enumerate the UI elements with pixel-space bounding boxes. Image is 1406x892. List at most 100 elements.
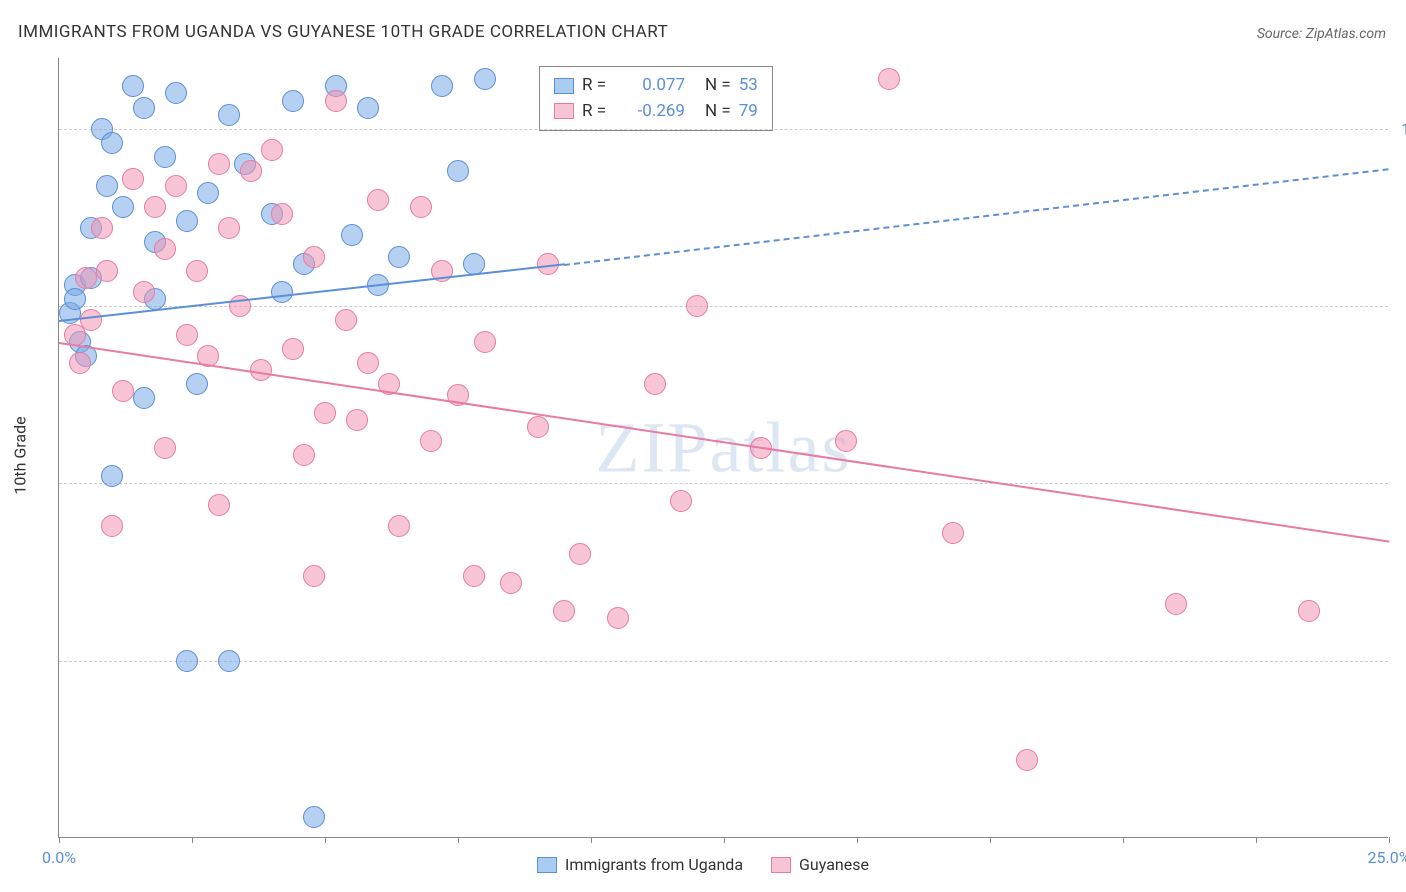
- trend-line: [59, 342, 1389, 543]
- data-point: [1016, 749, 1038, 771]
- x-tick: [458, 837, 459, 843]
- data-point: [410, 196, 432, 218]
- x-tick: [1256, 837, 1257, 843]
- data-point: [1298, 600, 1320, 622]
- data-point: [282, 90, 304, 112]
- data-point: [133, 281, 155, 303]
- grid-line: [59, 306, 1388, 307]
- data-point: [261, 139, 283, 161]
- data-point: [1165, 593, 1187, 615]
- data-point: [447, 160, 469, 182]
- data-point: [186, 260, 208, 282]
- data-point: [500, 572, 522, 594]
- data-point: [101, 515, 123, 537]
- source-label: Source: ZipAtlas.com: [1257, 26, 1386, 42]
- data-point: [431, 75, 453, 97]
- grid-line: [59, 661, 1388, 662]
- data-point: [112, 380, 134, 402]
- n-label: N =: [705, 99, 731, 125]
- data-point: [218, 104, 240, 126]
- stats-row-uganda: R = 0.077 N = 53: [554, 73, 758, 99]
- r-value-uganda: 0.077: [620, 73, 685, 99]
- x-tick: [990, 837, 991, 843]
- x-tick: [857, 837, 858, 843]
- data-point: [341, 224, 363, 246]
- data-point: [357, 352, 379, 374]
- x-tick: [59, 837, 60, 843]
- legend-item-uganda: Immigrants from Uganda: [537, 855, 743, 874]
- data-point: [154, 437, 176, 459]
- legend-item-guyanese: Guyanese: [771, 855, 869, 874]
- data-point: [64, 288, 86, 310]
- data-point: [527, 416, 549, 438]
- data-point: [69, 352, 91, 374]
- data-point: [293, 444, 315, 466]
- plot-area: ZIPatlas R = 0.077 N = 53 R = -0.269 N =…: [58, 58, 1388, 838]
- data-point: [325, 90, 347, 112]
- data-point: [271, 203, 293, 225]
- data-point: [101, 132, 123, 154]
- stats-legend: R = 0.077 N = 53 R = -0.269 N = 79: [539, 66, 773, 131]
- data-point: [388, 246, 410, 268]
- data-point: [197, 182, 219, 204]
- data-point: [420, 430, 442, 452]
- legend-label-uganda: Immigrants from Uganda: [565, 855, 743, 874]
- data-point: [91, 217, 113, 239]
- data-point: [144, 196, 166, 218]
- series-legend: Immigrants from Uganda Guyanese: [537, 855, 869, 874]
- data-point: [176, 210, 198, 232]
- data-point: [942, 522, 964, 544]
- data-point: [388, 515, 410, 537]
- swatch-uganda: [537, 857, 557, 873]
- data-point: [474, 68, 496, 90]
- data-point: [463, 565, 485, 587]
- data-point: [165, 82, 187, 104]
- swatch-uganda: [554, 78, 574, 94]
- data-point: [133, 387, 155, 409]
- n-value-uganda: 53: [739, 73, 758, 99]
- data-point: [250, 359, 272, 381]
- data-point: [122, 75, 144, 97]
- data-point: [303, 806, 325, 828]
- data-point: [154, 238, 176, 260]
- r-value-guyanese: -0.269: [620, 99, 685, 125]
- data-point: [878, 68, 900, 90]
- data-point: [835, 430, 857, 452]
- x-tick: [1123, 837, 1124, 843]
- correlation-chart: IMMIGRANTS FROM UGANDA VS GUYANESE 10TH …: [0, 0, 1406, 892]
- data-point: [96, 260, 118, 282]
- x-tick: [1389, 837, 1390, 843]
- data-point: [303, 565, 325, 587]
- data-point: [80, 309, 102, 331]
- n-value-guyanese: 79: [739, 99, 758, 125]
- r-label: R =: [582, 99, 612, 125]
- data-point: [208, 153, 230, 175]
- data-point: [75, 267, 97, 289]
- data-point: [101, 465, 123, 487]
- data-point: [176, 650, 198, 672]
- y-axis-title: 10th Grade: [11, 416, 30, 494]
- data-point: [607, 607, 629, 629]
- data-point: [644, 373, 666, 395]
- stats-row-guyanese: R = -0.269 N = 79: [554, 99, 758, 125]
- trend-line: [564, 168, 1389, 266]
- data-point: [463, 253, 485, 275]
- data-point: [218, 217, 240, 239]
- data-point: [346, 409, 368, 431]
- data-point: [367, 189, 389, 211]
- data-point: [112, 196, 134, 218]
- x-tick: [192, 837, 193, 843]
- x-tick-label: 25.0%: [1368, 848, 1406, 867]
- data-point: [357, 97, 379, 119]
- data-point: [686, 295, 708, 317]
- x-tick: [325, 837, 326, 843]
- data-point: [282, 338, 304, 360]
- legend-label-guyanese: Guyanese: [799, 855, 869, 874]
- data-point: [96, 175, 118, 197]
- data-point: [335, 309, 357, 331]
- data-point: [208, 494, 230, 516]
- grid-line: [59, 129, 1388, 130]
- data-point: [670, 490, 692, 512]
- data-point: [314, 402, 336, 424]
- grid-line: [59, 483, 1388, 484]
